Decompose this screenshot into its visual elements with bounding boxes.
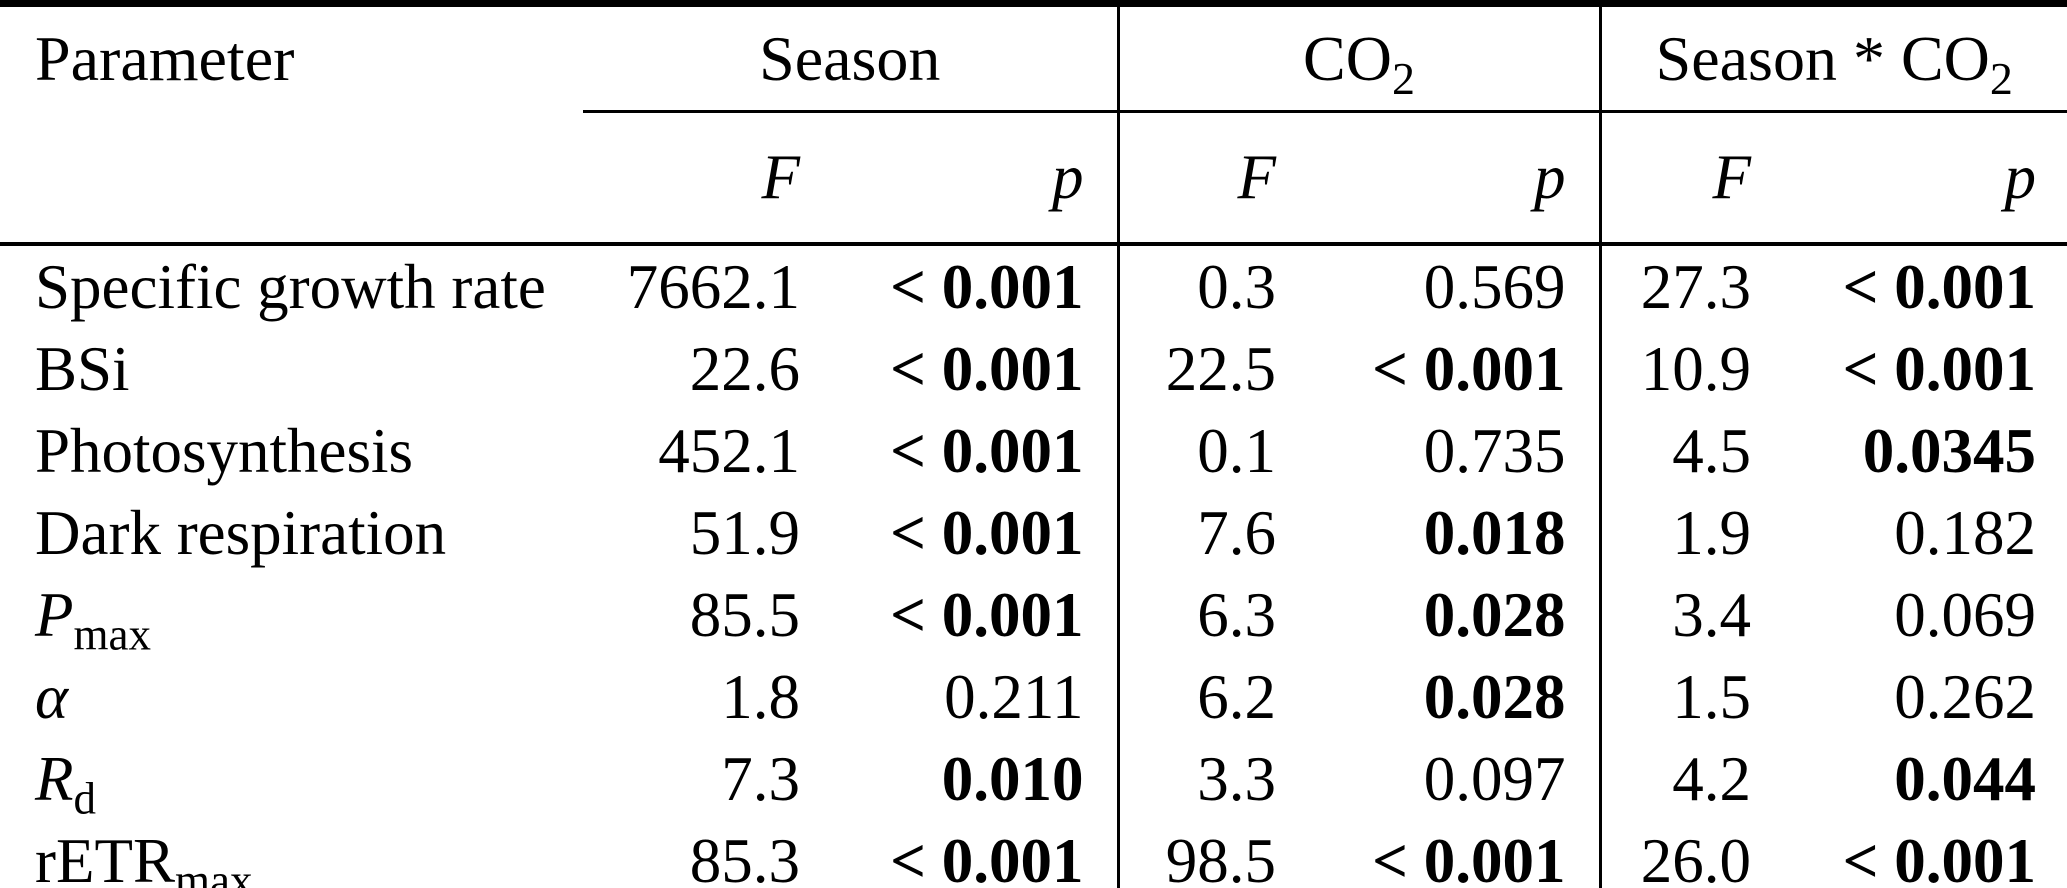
param-cell: Rd	[0, 738, 583, 821]
co2-f-value: 3.3	[1116, 738, 1300, 820]
param-cell: rETRmax	[0, 820, 583, 888]
param-name: BSi	[35, 333, 130, 404]
param-cell: Specific growth rate	[0, 244, 583, 328]
season-f-value: 452.1	[658, 415, 800, 486]
table-row: Dark respiration 51.9 < 0.001 7.6 0.018 …	[0, 492, 2067, 574]
season-p-value: < 0.001	[890, 251, 1084, 322]
season-f-header: F	[583, 111, 825, 246]
group-label-co2-sub: 2	[1391, 52, 1415, 104]
group-label-season: Season	[759, 22, 941, 94]
param-cell: Dark respiration	[0, 492, 583, 574]
co2-f-header: F	[1116, 111, 1300, 246]
table-row: BSi 22.6 < 0.001 22.5 < 0.001 10.9 < 0.0…	[0, 328, 2067, 410]
co2-f-value: 0.3	[1116, 244, 1300, 328]
table-row: rETRmax 85.3 < 0.001 98.5 < 0.001 26.0 <…	[0, 820, 2067, 888]
co2-p-value: 0.028	[1423, 661, 1566, 732]
interaction-f-value: 3.4	[1598, 574, 1775, 656]
season-f-value: 85.5	[689, 579, 800, 650]
season-f-value: 7.3	[721, 743, 800, 814]
param-cell: BSi	[0, 328, 583, 410]
co2-p-value: 0.735	[1423, 415, 1566, 486]
parameter-column-header: Parameter	[0, 0, 583, 112]
table-row: Specific growth rate 7662.1 < 0.001 0.3 …	[0, 244, 2067, 328]
param-subscript: max	[174, 855, 253, 888]
co2-f-value: 98.5	[1116, 820, 1300, 888]
season-p-value: 0.211	[944, 661, 1084, 732]
param-name: Specific growth rate	[35, 251, 546, 322]
interaction-p-value: < 0.001	[1842, 333, 2036, 404]
param-name: Dark respiration	[35, 497, 447, 568]
interaction-f-header: F	[1598, 111, 1775, 246]
param-name: R	[35, 743, 74, 814]
co2-p-value: 0.028	[1423, 579, 1566, 650]
interaction-f-value: 10.9	[1598, 328, 1775, 410]
co2-p-value: < 0.001	[1300, 820, 1600, 888]
season-f-value: 22.6	[689, 333, 800, 404]
season-f-value: 7662.1	[626, 251, 800, 322]
season-f-value: 85.3	[583, 820, 825, 888]
interaction-f-value: 4.2	[1598, 738, 1775, 820]
co2-p-value: 0.569	[1423, 251, 1566, 322]
season-p-value: 0.010	[941, 743, 1084, 814]
stat-header-row: F p F p F p	[0, 111, 2067, 246]
empty-header-cell	[0, 111, 583, 246]
co2-p-header: p	[1300, 111, 1600, 246]
interaction-p-value: < 0.001	[1842, 251, 2036, 322]
co2-p-value: < 0.001	[1372, 333, 1566, 404]
param-name: α	[35, 661, 69, 732]
co2-f-value: 6.2	[1116, 656, 1300, 738]
group-header-row: Parameter Season CO2 Season * CO2	[0, 0, 2067, 113]
interaction-p-value: 0.044	[1894, 743, 2036, 814]
group-label-interaction-sub: 2	[1989, 52, 2013, 104]
param-name: Photosynthesis	[35, 415, 414, 486]
season-p-value: < 0.001	[890, 415, 1084, 486]
interaction-f-value: 1.9	[1598, 492, 1775, 574]
co2-f-value: 22.5	[1116, 328, 1300, 410]
group-header-interaction: Season * CO2	[1598, 0, 2067, 113]
group-header-season: Season	[583, 0, 1118, 113]
table-row: Rd 7.3 0.010 3.3 0.097 4.2 0.044	[0, 738, 2067, 820]
param-cell: Pmax	[0, 574, 583, 657]
interaction-p-value: < 0.001	[1775, 820, 2067, 888]
param-cell: α	[0, 656, 583, 738]
param-name: rETR	[35, 825, 175, 888]
season-f-value: 51.9	[689, 497, 800, 568]
table-row: α 1.8 0.211 6.2 0.028 1.5 0.262	[0, 656, 2067, 738]
param-subscript: max	[73, 609, 151, 656]
co2-p-value: 0.018	[1423, 497, 1566, 568]
interaction-f-value: 1.5	[1598, 656, 1775, 738]
interaction-p-value: 0.069	[1894, 579, 2036, 650]
param-cell: Photosynthesis	[0, 410, 583, 492]
param-name: P	[35, 579, 74, 650]
table-row: Pmax 85.5 < 0.001 6.3 0.028 3.4 0.069	[0, 574, 2067, 656]
season-p-value: < 0.001	[825, 820, 1118, 888]
group-label-interaction: Season * CO	[1655, 22, 1990, 94]
co2-f-value: 0.1	[1116, 410, 1300, 492]
co2-f-value: 6.3	[1116, 574, 1300, 656]
season-p-value: < 0.001	[890, 579, 1084, 650]
interaction-p-value: 0.182	[1894, 497, 2036, 568]
group-label-co2: CO	[1303, 22, 1392, 94]
interaction-f-value: 26.0	[1598, 820, 1775, 888]
table-row: Photosynthesis 452.1 < 0.001 0.1 0.735 4…	[0, 410, 2067, 492]
interaction-p-value: 0.0345	[1862, 415, 2036, 486]
co2-p-value: 0.097	[1423, 743, 1566, 814]
param-subscript: d	[73, 773, 96, 820]
interaction-p-value: 0.262	[1894, 661, 2036, 732]
season-p-value: < 0.001	[890, 497, 1084, 568]
interaction-p-header: p	[1775, 111, 2067, 246]
season-p-header: p	[825, 111, 1118, 246]
season-p-value: < 0.001	[890, 333, 1084, 404]
co2-f-value: 7.6	[1116, 492, 1300, 574]
group-header-co2: CO2	[1116, 0, 1600, 113]
interaction-f-value: 4.5	[1598, 410, 1775, 492]
season-f-value: 1.8	[721, 661, 800, 732]
interaction-f-value: 27.3	[1598, 244, 1775, 328]
